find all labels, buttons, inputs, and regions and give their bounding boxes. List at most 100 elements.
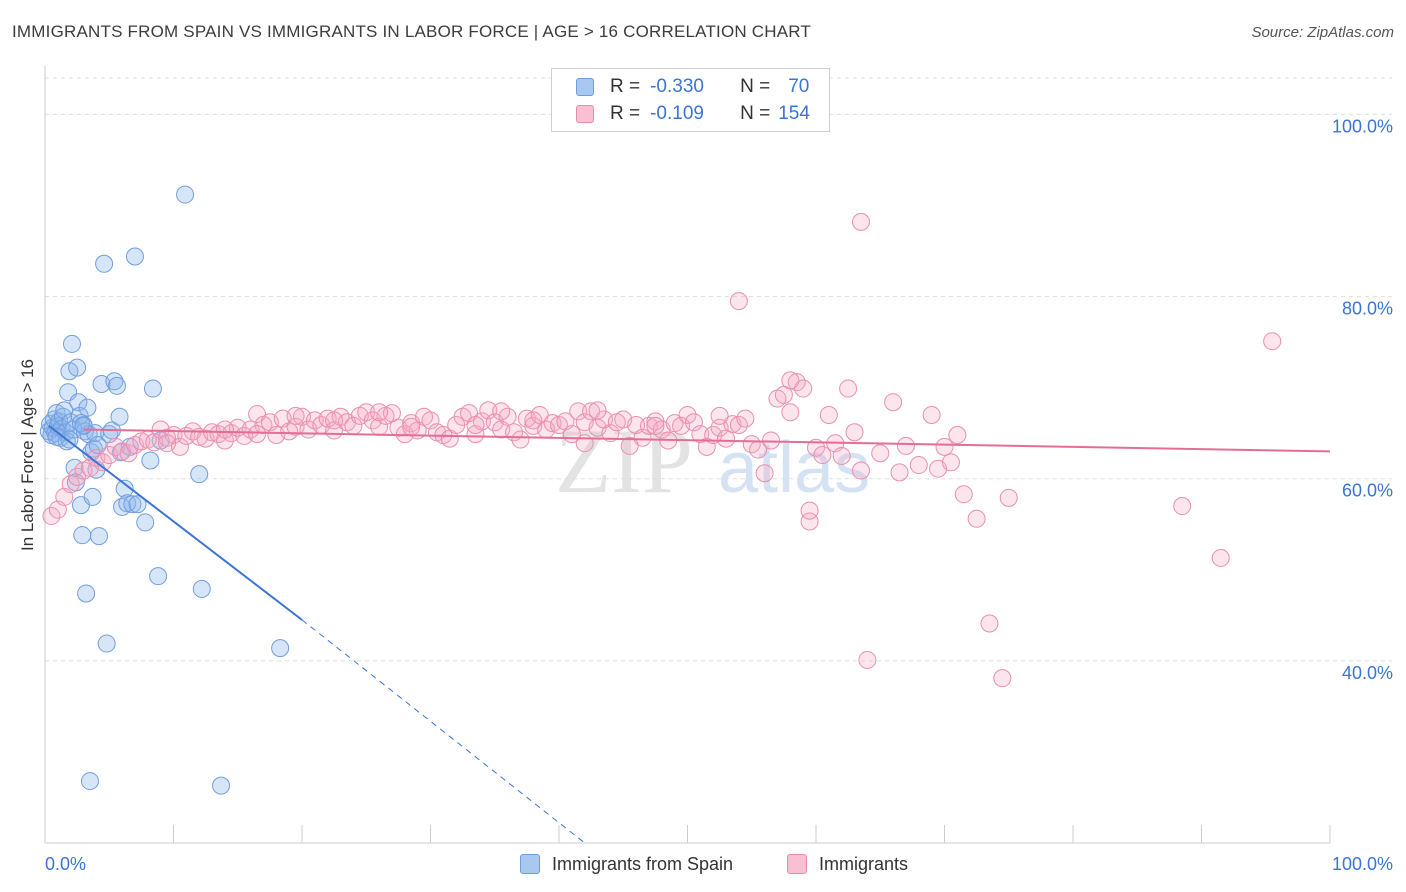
point-spain [111, 443, 130, 462]
point-immigrants [697, 437, 716, 456]
point-immigrants [479, 401, 498, 420]
point-immigrants [460, 404, 479, 423]
point-immigrants [569, 402, 588, 421]
y-tick-label: 100.0% [1332, 116, 1393, 136]
point-immigrants [370, 403, 389, 422]
point-spain [141, 451, 160, 470]
point-immigrants [980, 614, 999, 633]
point-spain [125, 247, 144, 266]
legend-r-value: -0.109 [650, 103, 704, 124]
point-immigrants [813, 446, 832, 465]
point-spain [176, 185, 195, 204]
bottom-legend-spain[interactable]: Immigrants from Spain [520, 852, 733, 876]
point-immigrants [736, 409, 755, 428]
correlation-legend: R = -0.330 N = 70 R = -0.109 N = 154 [551, 68, 830, 132]
point-spain [71, 414, 90, 433]
point-immigrants [524, 411, 543, 430]
point-immigrants [999, 488, 1018, 507]
legend-swatch-spain [520, 854, 540, 874]
legend-n-value: 70 [788, 76, 810, 97]
point-immigrants [909, 456, 928, 475]
point-spain [47, 427, 66, 446]
trendline-spain [48, 425, 303, 621]
point-immigrants [922, 405, 941, 424]
legend-row-immigrants: R = -0.109 N = 154 [576, 103, 810, 125]
point-immigrants [896, 436, 915, 455]
point-immigrants [466, 415, 485, 434]
point-immigrants [871, 444, 890, 463]
point-spain [77, 584, 96, 603]
point-spain [62, 334, 81, 353]
point-immigrants [729, 415, 748, 434]
legend-r-label: R = [610, 76, 641, 97]
point-spain [110, 407, 129, 426]
point-immigrants [633, 428, 652, 447]
y-axis-label: In Labor Force | Age > 16 [18, 358, 37, 552]
point-immigrants [710, 406, 729, 425]
point-immigrants [42, 507, 61, 526]
legend-n-value: 154 [778, 103, 810, 124]
point-immigrants [755, 464, 774, 483]
point-immigrants [684, 413, 703, 432]
bottom-legend-immigrants[interactable]: Immigrants [787, 852, 908, 876]
point-immigrants [781, 403, 800, 422]
point-immigrants [729, 292, 748, 311]
legend-r-value: -0.330 [650, 76, 704, 97]
point-spain [123, 495, 142, 514]
point-spain [97, 634, 116, 653]
legend-row-spain: R = -0.330 N = 70 [576, 76, 809, 98]
point-immigrants [890, 463, 909, 482]
point-spain [128, 495, 147, 514]
point-immigrants [215, 420, 234, 439]
trendline-spain-extension [301, 619, 586, 844]
point-immigrants [248, 425, 267, 444]
point-immigrants [248, 405, 267, 424]
point-immigrants [807, 438, 825, 457]
y-tick-label: 60.0% [1342, 481, 1393, 501]
point-immigrants [280, 422, 299, 441]
point-immigrants [1263, 332, 1282, 351]
x-tick-label: 0.0% [45, 854, 86, 874]
point-immigrants [954, 485, 973, 504]
point-immigrants [68, 467, 87, 486]
point-immigrants [858, 650, 877, 669]
point-spain [115, 479, 134, 498]
point-spain [80, 772, 99, 791]
point-spain [73, 526, 92, 545]
point-immigrants [800, 501, 819, 520]
point-spain [149, 567, 168, 586]
point-spain [95, 254, 114, 273]
point-immigrants [948, 426, 967, 444]
point-spain [113, 497, 132, 516]
point-spain [271, 639, 290, 658]
legend-label-immigrants: Immigrants [819, 853, 909, 874]
point-immigrants [582, 402, 601, 421]
point-immigrants [935, 437, 954, 456]
point-spain [89, 527, 108, 546]
point-spain [192, 579, 211, 598]
point-immigrants [967, 509, 986, 528]
legend-r-label: R = [610, 103, 641, 124]
point-immigrants [286, 406, 305, 425]
point-immigrants [845, 423, 864, 442]
point-immigrants [132, 432, 151, 451]
point-spain [69, 393, 88, 412]
point-immigrants [851, 461, 870, 480]
point-immigrants [325, 411, 344, 430]
legend-swatch-immigrants [576, 105, 594, 123]
point-immigrants [839, 379, 858, 398]
point-immigrants [800, 512, 819, 531]
point-immigrants [941, 453, 960, 472]
point-immigrants [402, 417, 421, 436]
point-spain [74, 416, 93, 435]
watermark-atlas: atlas [718, 428, 870, 508]
point-immigrants [620, 436, 639, 455]
point-immigrants [1173, 497, 1192, 516]
point-immigrants [511, 430, 530, 449]
point-immigrants [646, 416, 665, 435]
point-immigrants [158, 434, 177, 453]
point-immigrants [492, 402, 511, 421]
point-spain [143, 379, 162, 398]
point-immigrants [787, 373, 806, 392]
